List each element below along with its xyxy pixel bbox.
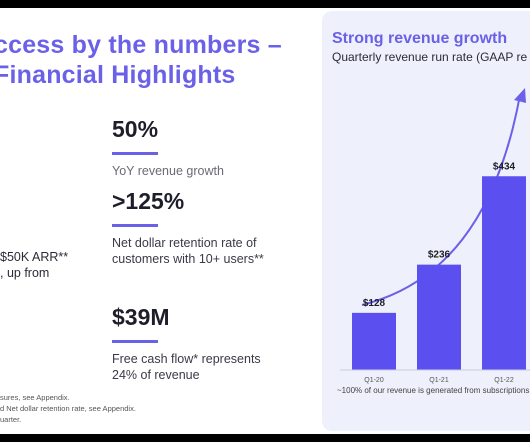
cropped-line-2: , up from bbox=[0, 266, 50, 280]
footnotes: sures, see Appendix. d Net dollar retent… bbox=[0, 392, 136, 425]
trend-arrow-head bbox=[514, 88, 526, 103]
metric-desc-line-1: Free cash flow* represents bbox=[112, 352, 261, 366]
title-line-1: ccess by the numbers – bbox=[0, 31, 282, 59]
tick-label-Q1-21: Q1-21 bbox=[429, 377, 449, 384]
metric-underline bbox=[112, 340, 158, 343]
revenue-bar-chart: $128 Q1-20 $236 Q1-21 $434 Q1-22 bbox=[340, 88, 530, 384]
metric-desc: YoY revenue growth bbox=[112, 164, 224, 178]
page-title: ccess by the numbers – Financial Highlig… bbox=[0, 30, 282, 90]
metric-value: 50% bbox=[112, 116, 159, 142]
bar-Q1-22 bbox=[482, 176, 526, 370]
data-label-Q1-22: $434 bbox=[493, 161, 516, 172]
revenue-note: ~100% of our revenue is generated from s… bbox=[337, 386, 530, 395]
tick-label-Q1-20: Q1-20 bbox=[364, 377, 384, 384]
bar-group: $128 Q1-20 $236 Q1-21 $434 Q1-22 bbox=[352, 161, 526, 384]
chart-subtitle: Quarterly revenue run rate (GAAP re bbox=[332, 50, 528, 64]
metric-net-retention: >125% Net dollar retention rate of custo… bbox=[112, 188, 264, 267]
tick-label-Q1-22: Q1-22 bbox=[494, 377, 514, 384]
metric-value: >125% bbox=[112, 188, 185, 214]
bar-Q1-21 bbox=[417, 264, 461, 370]
trend-arrow-line bbox=[361, 94, 521, 306]
metric-revenue-growth: 50% YoY revenue growth bbox=[112, 116, 224, 179]
cropped-metric-text: $50K ARR** , up from bbox=[0, 249, 68, 281]
bar-Q1-20 bbox=[352, 312, 396, 370]
metric-underline bbox=[112, 152, 158, 155]
data-label-Q1-21: $236 bbox=[428, 250, 451, 261]
chart-title: Strong revenue growth bbox=[332, 30, 508, 47]
metric-desc-line-2: customers with 10+ users** bbox=[112, 252, 264, 266]
footnote-1: sures, see Appendix. bbox=[0, 393, 70, 402]
data-label-Q1-20: $128 bbox=[363, 298, 386, 309]
metric-value: $39M bbox=[112, 304, 170, 330]
title-line-2: Financial Highlights bbox=[0, 61, 236, 89]
cropped-line-1: $50K ARR** bbox=[0, 250, 69, 264]
metric-desc-line-1: Net dollar retention rate of bbox=[112, 236, 257, 250]
footnote-3: uarter. bbox=[0, 415, 22, 424]
metric-free-cash-flow: $39M Free cash flow* represents 24% of r… bbox=[112, 304, 261, 383]
footnote-2: d Net dollar retention rate, see Appendi… bbox=[0, 404, 136, 413]
metric-desc-line-2: 24% of revenue bbox=[112, 368, 200, 382]
metric-underline bbox=[112, 224, 158, 227]
